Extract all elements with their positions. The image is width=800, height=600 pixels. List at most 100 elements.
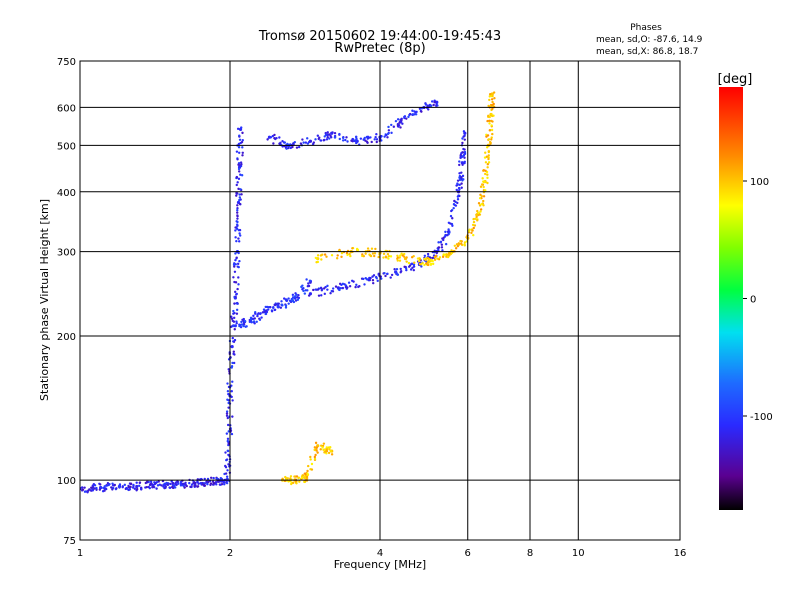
echo-scatter — [233, 270, 237, 273]
echo-scatter — [232, 312, 235, 315]
echo-scatter — [390, 123, 393, 127]
echo-scatter — [324, 450, 328, 453]
echo-scatter — [310, 462, 314, 466]
echo-scatter — [223, 483, 226, 486]
echo-scatter — [468, 228, 471, 231]
echo-scatter — [386, 136, 389, 139]
echo-scatter — [291, 298, 294, 301]
echo-scatter — [486, 166, 489, 169]
echo-scatter — [463, 152, 467, 156]
echo-scatter — [345, 136, 348, 139]
echo-scatter — [331, 287, 335, 290]
echo-scatter — [443, 235, 447, 238]
echo-scatter — [322, 287, 326, 290]
echo-scatter — [248, 320, 252, 324]
echo-scatter — [329, 292, 332, 295]
x-tick-label: 10 — [572, 548, 585, 559]
echo-scatter — [433, 258, 437, 261]
echo-scatter — [181, 482, 185, 485]
echo-scatter — [482, 185, 485, 189]
echo-scatter — [237, 187, 240, 191]
echo-scatter — [461, 141, 464, 145]
echo-scatter — [287, 302, 290, 305]
echo-scatter — [133, 487, 137, 490]
echo-scatter — [240, 320, 243, 324]
echo-scatter — [230, 365, 234, 368]
echo-scatter — [238, 228, 242, 232]
echo-scatter — [291, 145, 294, 149]
echo-scatter — [238, 196, 242, 199]
echo-scatter — [399, 254, 402, 257]
echo-scatter — [402, 255, 406, 258]
echo-scatter — [237, 167, 241, 171]
echo-scatter — [396, 118, 400, 121]
echo-scatter — [486, 181, 489, 185]
echo-scatter — [413, 113, 416, 116]
echo-scatter — [446, 230, 450, 233]
echo-scatter — [383, 271, 386, 275]
echo-scatter — [373, 254, 376, 258]
echo-scatter — [235, 312, 239, 315]
echo-scatter — [387, 129, 391, 132]
echo-scatter — [190, 483, 194, 486]
echo-scatter — [434, 255, 437, 258]
echo-scatter — [426, 252, 430, 256]
echo-scatter — [487, 157, 490, 161]
echo-scatter — [232, 276, 235, 279]
echo-scatter — [235, 320, 238, 323]
echo-scatter — [418, 107, 422, 110]
echo-scatter — [219, 477, 223, 481]
echo-scatter — [407, 265, 411, 268]
echo-scatter — [396, 256, 400, 259]
echo-scatter — [456, 198, 460, 201]
echo-scatter — [322, 448, 325, 452]
echo-scatter — [226, 449, 229, 452]
echo-scatter — [394, 270, 398, 274]
echo-scatter — [490, 98, 494, 101]
echo-scatter — [418, 257, 421, 260]
echo-scatter — [487, 154, 490, 157]
echo-scatter — [479, 210, 482, 213]
echo-scatter — [346, 140, 349, 143]
echo-scatter — [238, 202, 242, 206]
echo-scatter — [145, 480, 149, 484]
echo-scatter — [296, 298, 300, 301]
echo-scatter — [261, 311, 265, 314]
echo-scatter — [297, 296, 301, 300]
echo-scatter — [249, 318, 253, 321]
echo-scatter — [156, 484, 160, 487]
echo-scatter — [322, 138, 326, 142]
echo-scatter — [371, 275, 374, 278]
echo-scatter — [234, 258, 237, 262]
echo-scatter — [493, 97, 496, 100]
echo-scatter — [488, 93, 492, 96]
echo-scatter — [314, 441, 318, 445]
echo-scatter — [423, 254, 427, 257]
echo-scatter — [212, 476, 215, 480]
echo-scatter — [460, 182, 463, 185]
echo-scatter — [129, 482, 133, 485]
echo-scatter — [289, 475, 293, 478]
echo-scatter — [255, 320, 258, 323]
grid-lines — [80, 61, 680, 540]
echo-scatter — [366, 141, 369, 144]
echo-scatter — [461, 137, 464, 140]
echo-scatter — [285, 299, 289, 302]
echo-scatter — [237, 145, 241, 149]
echo-scatter — [250, 321, 253, 324]
echo-scatter — [297, 294, 300, 297]
echo-scatter — [270, 310, 274, 313]
echo-scatter — [320, 258, 323, 261]
echo-scatter — [303, 472, 307, 475]
echo-scatter — [433, 100, 436, 104]
echo-scatter — [235, 239, 238, 243]
echo-scatter — [435, 251, 438, 255]
echo-scatter — [338, 137, 341, 141]
echo-scatter — [366, 247, 370, 250]
echo-scatter — [86, 491, 89, 494]
echo-scatter — [317, 294, 321, 297]
echo-scatter — [458, 160, 461, 163]
echo-scatter — [382, 252, 386, 256]
echo-scatter — [435, 104, 438, 108]
echo-scatter — [386, 252, 390, 256]
